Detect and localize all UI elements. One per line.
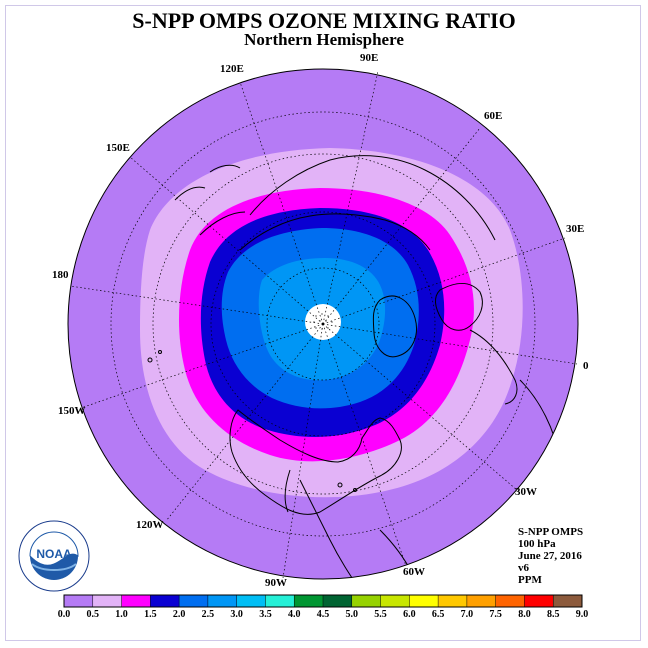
lon-label-60e: 60E	[484, 110, 503, 122]
colorbar-swatch	[294, 595, 324, 607]
colorbar-tick-label: 1.0	[115, 609, 128, 620]
colorbar-swatch	[92, 595, 122, 607]
lon-label-0: 0	[583, 360, 589, 372]
polar-hole	[305, 304, 341, 340]
colorbar-tick-label: 2.5	[201, 609, 215, 620]
info-version: v6	[518, 562, 529, 574]
info-block: S-NPP OMPS 100 hPa June 27, 2016 v6 PPM	[518, 526, 583, 586]
colorbar-tick-label: 1.5	[144, 609, 157, 620]
lon-label-90e: 90E	[360, 52, 379, 64]
colorbar-swatch	[64, 595, 94, 607]
lon-label-180: 180	[52, 269, 69, 281]
colorbar-swatch	[495, 595, 525, 607]
colorbar-swatch	[553, 595, 583, 607]
colorbar-swatch	[236, 595, 266, 607]
meridians	[69, 70, 578, 579]
colorbar-tick-label: 8.5	[546, 609, 560, 620]
info-instrument: S-NPP OMPS	[518, 526, 584, 538]
colorbar-tick-label: 0.0	[57, 609, 71, 620]
colorbar-tick-label: 7.5	[489, 609, 502, 620]
colorbar-tick-label: 5.5	[374, 609, 387, 620]
page-subtitle: Northern Hemisphere	[244, 30, 404, 49]
colorbar-swatch	[179, 595, 209, 607]
lon-label-90w: 90W	[265, 577, 287, 589]
page-title: S-NPP OMPS OZONE MIXING RATIO	[132, 8, 516, 33]
colorbar-tick-label: 4.5	[316, 609, 330, 620]
colorbar-tick-label: 3.5	[259, 609, 272, 620]
colorbar-tick-label: 0.5	[86, 609, 100, 620]
figure-frame	[5, 5, 641, 641]
lon-label-60w: 60W	[403, 566, 425, 578]
colorbar-swatch	[121, 595, 151, 607]
colorbar-tick-label: 9.0	[575, 609, 589, 620]
colorbar-tick-label: 6.5	[431, 609, 445, 620]
latitude-circles	[110, 111, 536, 537]
coastlines	[147, 155, 561, 579]
colorbar-swatch	[438, 595, 468, 607]
colorbar-tick-label: 6.0	[403, 609, 416, 620]
colorbar-tick-label: 2.0	[172, 609, 186, 620]
lon-label-30e: 30E	[566, 223, 585, 235]
colorbar-tick-label: 4.0	[287, 609, 301, 620]
colorbar-swatch	[409, 595, 439, 607]
colorbar-swatch	[380, 595, 410, 607]
colorbar-swatch	[351, 595, 381, 607]
colorbar-tick-label: 3.0	[230, 609, 243, 620]
colorbar-swatch	[207, 595, 237, 607]
lon-label-120e: 120E	[220, 63, 244, 75]
colorbar-tick-label: 7.0	[460, 609, 474, 620]
lon-label-150w: 150W	[58, 405, 86, 417]
info-level: 100 hPa	[518, 538, 556, 550]
colorbar-tick-label: 5.0	[345, 609, 359, 620]
colorbar-swatch	[323, 595, 353, 607]
colorbar-swatch	[466, 595, 496, 607]
lon-label-30w: 30W	[515, 486, 537, 498]
colorbar-tick-label: 8.0	[518, 609, 531, 620]
noaa-logo: NOAA	[18, 520, 90, 592]
colorbar-swatch	[150, 595, 180, 607]
colorbar	[63, 594, 583, 608]
svg-text:NOAA: NOAA	[36, 547, 72, 561]
lon-label-120w: 120W	[136, 519, 164, 531]
info-date: June 27, 2016	[518, 550, 582, 562]
colorbar-swatch	[524, 595, 554, 607]
colorbar-swatch	[265, 595, 295, 607]
info-units: PPM	[518, 574, 542, 586]
lon-label-150e: 150E	[106, 142, 130, 154]
